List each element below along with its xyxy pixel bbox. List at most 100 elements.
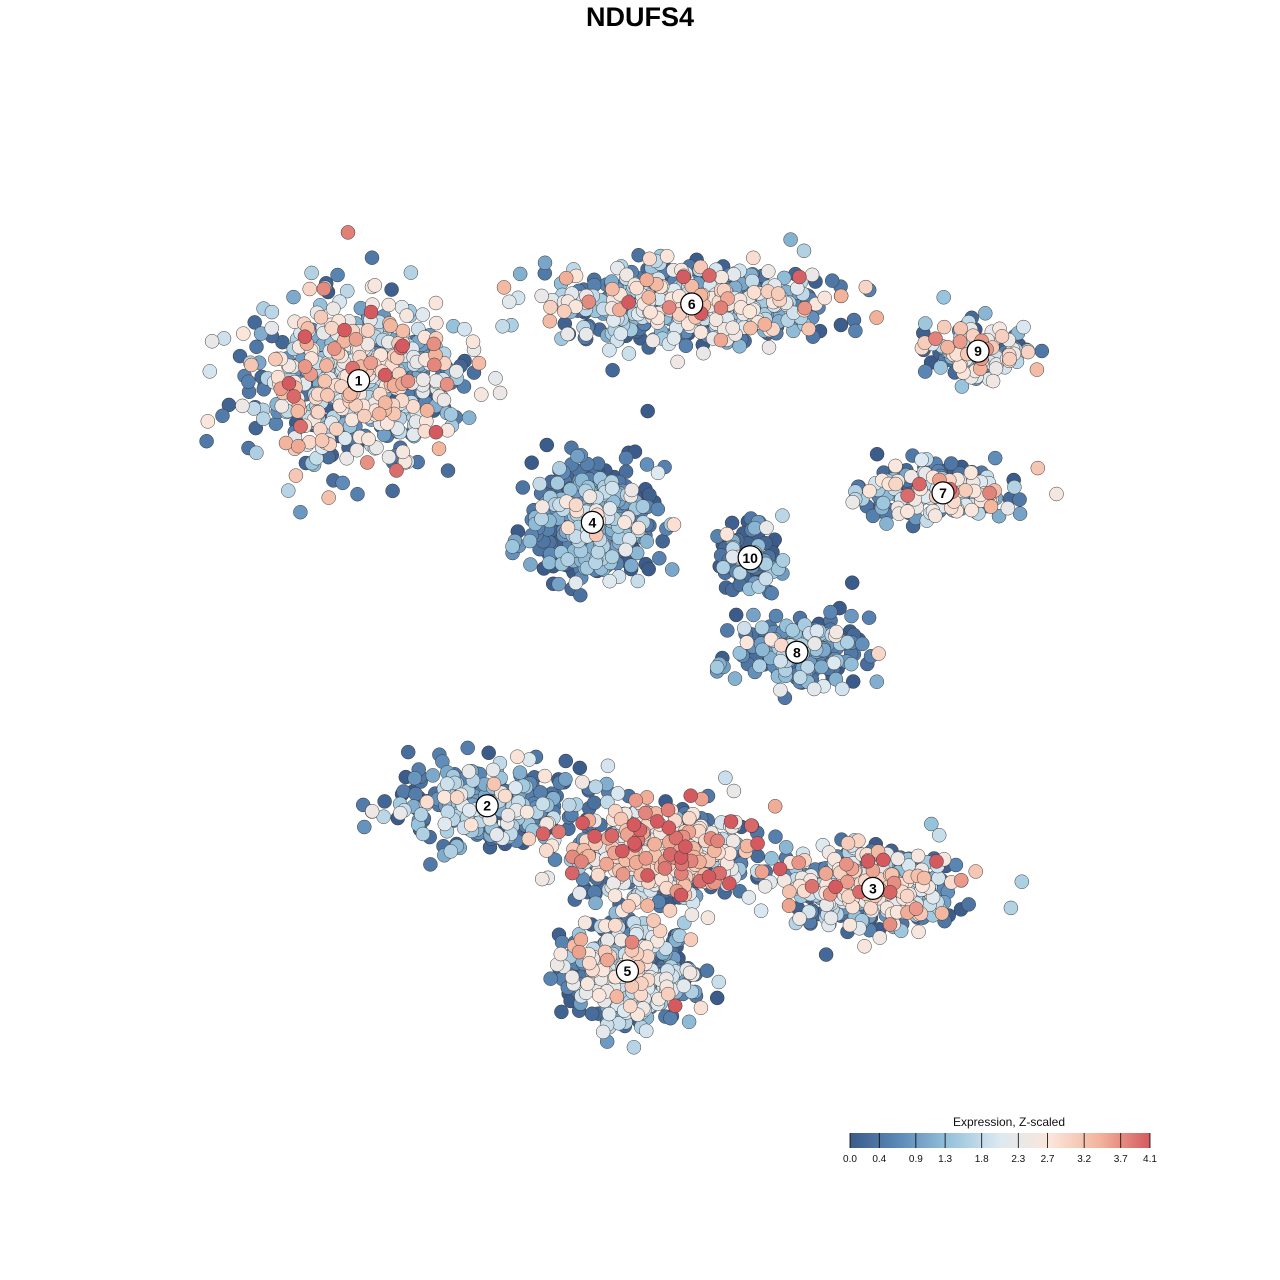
data-point — [804, 267, 820, 283]
data-point — [534, 871, 550, 887]
data-point — [988, 361, 1004, 376]
data-point — [543, 300, 558, 315]
data-point — [1034, 343, 1050, 359]
data-point — [910, 848, 926, 864]
data-point — [560, 326, 575, 342]
data-point — [463, 817, 479, 833]
data-point — [621, 295, 636, 310]
data-point — [449, 364, 464, 379]
data-point — [363, 304, 379, 320]
legend-tick-label: 1.8 — [975, 1154, 989, 1165]
data-point — [512, 266, 528, 282]
data-point — [912, 476, 927, 492]
data-point — [621, 898, 636, 914]
data-point — [428, 424, 444, 440]
data-point — [558, 753, 574, 769]
data-point — [281, 483, 296, 498]
data-point — [872, 930, 888, 945]
data-point — [796, 243, 812, 259]
data-point — [348, 332, 364, 347]
data-point — [415, 372, 431, 387]
data-point — [623, 998, 638, 1014]
data-point — [571, 944, 587, 960]
data-point — [577, 915, 593, 931]
data-point — [313, 309, 329, 325]
data-point — [961, 897, 976, 912]
data-point — [833, 288, 849, 304]
data-point — [936, 319, 952, 335]
data-point — [360, 455, 375, 470]
data-point — [1002, 351, 1017, 367]
data-point — [739, 635, 755, 650]
data-point — [871, 646, 886, 661]
data-point — [381, 297, 396, 313]
data-point — [485, 762, 501, 778]
data-point — [415, 307, 430, 322]
cluster-label-8: 8 — [785, 640, 809, 664]
data-point — [415, 826, 431, 842]
data-point — [899, 888, 915, 904]
data-point — [642, 251, 657, 267]
data-point — [709, 990, 725, 1006]
cluster-label-text: 7 — [939, 485, 947, 501]
legend-tick-label: 4.1 — [1143, 1154, 1157, 1165]
data-point — [560, 520, 576, 535]
data-point — [764, 585, 779, 601]
data-point — [701, 869, 717, 884]
data-point — [460, 740, 475, 756]
data-point — [791, 855, 806, 870]
data-point — [911, 924, 926, 940]
data-point — [792, 911, 807, 926]
data-point — [377, 367, 393, 383]
data-point — [350, 486, 365, 502]
data-point — [449, 790, 465, 805]
data-point — [983, 499, 999, 514]
data-point — [395, 323, 411, 339]
data-point — [826, 655, 842, 671]
cluster-label-text: 4 — [588, 514, 596, 530]
data-point — [319, 358, 334, 373]
data-point — [429, 315, 444, 331]
data-point — [521, 831, 537, 847]
data-point — [428, 295, 444, 311]
data-point — [713, 300, 729, 316]
data-point — [440, 804, 456, 820]
data-point — [564, 865, 580, 881]
data-point — [535, 826, 551, 841]
cluster-label-text: 2 — [483, 798, 491, 814]
data-point — [337, 322, 352, 338]
legend-tick-label: 3.7 — [1114, 1154, 1128, 1165]
data-point — [744, 818, 759, 833]
data-point — [754, 864, 770, 880]
legend-tick-label: 0.9 — [909, 1154, 923, 1165]
data-point — [403, 265, 419, 280]
data-point — [216, 331, 232, 346]
data-point — [844, 656, 859, 672]
data-point — [624, 934, 640, 950]
data-point — [900, 504, 915, 519]
data-point — [953, 873, 969, 888]
data-point — [635, 499, 651, 514]
data-point — [360, 323, 376, 338]
data-point — [443, 407, 459, 422]
data-point — [281, 376, 297, 391]
data-point — [742, 304, 758, 319]
data-point — [553, 946, 569, 962]
data-point — [602, 342, 617, 358]
data-point — [439, 377, 455, 392]
data-point — [862, 483, 877, 499]
data-point — [1029, 362, 1045, 377]
data-point — [396, 784, 411, 799]
data-point — [588, 779, 603, 795]
data-point — [929, 854, 944, 869]
data-point — [431, 441, 447, 456]
data-point — [349, 442, 365, 458]
data-point — [249, 339, 264, 355]
legend-tick-label: 0.4 — [872, 1154, 886, 1165]
data-point — [590, 544, 606, 560]
data-point — [400, 744, 416, 760]
data-point — [1003, 900, 1019, 916]
legend-tick-label: 1.3 — [938, 1154, 952, 1165]
data-point — [814, 659, 829, 675]
data-point — [638, 851, 654, 866]
